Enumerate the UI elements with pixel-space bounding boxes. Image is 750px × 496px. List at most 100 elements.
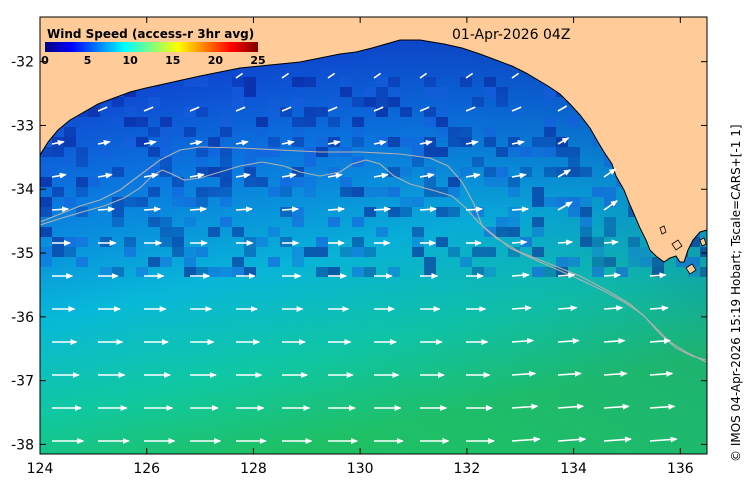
- wind-cell: [64, 127, 76, 137]
- island: [671, 239, 683, 251]
- wind-cell: [304, 247, 316, 257]
- wind-cell: [196, 247, 208, 257]
- wind-cell: [376, 107, 388, 117]
- wind-cell: [340, 247, 352, 257]
- wind-arrow: [649, 272, 667, 279]
- wind-cell: [136, 137, 148, 147]
- wind-arrow: [603, 338, 626, 345]
- wind-cell: [172, 177, 184, 187]
- wind-cell: [400, 197, 412, 207]
- wind-cell: [376, 227, 388, 237]
- wind-cell: [196, 167, 208, 177]
- wind-cell: [124, 197, 136, 207]
- wind-cell: [652, 257, 664, 267]
- wind-cell: [484, 87, 496, 97]
- wind-cell: [160, 127, 172, 137]
- wind-cell: [76, 187, 88, 197]
- wind-cell: [280, 187, 292, 197]
- wind-cell: [328, 97, 340, 107]
- wind-cell: [88, 107, 100, 117]
- wind-arrow: [235, 172, 251, 179]
- wind-cell: [220, 157, 232, 167]
- wind-cell: [160, 257, 172, 267]
- wind-cell: [364, 107, 376, 117]
- wind-cell: [160, 237, 172, 247]
- wind-arrow: [419, 206, 437, 213]
- wind-cell: [340, 187, 352, 197]
- wind-arrow: [235, 72, 244, 79]
- wind-arrow: [511, 436, 541, 443]
- wind-cell: [40, 177, 52, 187]
- wind-arrow: [557, 105, 568, 112]
- wind-cell: [256, 117, 268, 127]
- wind-cell: [304, 177, 316, 187]
- colorbar: [45, 42, 258, 52]
- wind-cell: [184, 197, 196, 207]
- wind-cell: [436, 87, 448, 97]
- wind-cell: [160, 227, 172, 237]
- wind-arrow: [465, 206, 483, 213]
- wind-cell: [388, 187, 400, 197]
- wind-arrow: [511, 403, 539, 410]
- colorbar-tick-label: 25: [250, 54, 265, 67]
- wind-cell: [568, 157, 580, 167]
- wind-cell: [160, 147, 172, 157]
- wind-arrow: [97, 206, 115, 213]
- wind-cell: [604, 257, 616, 267]
- colorbar-tick-label: 0: [41, 54, 49, 67]
- wind-cell: [556, 167, 568, 177]
- islands: [659, 225, 707, 275]
- wind-cell: [232, 267, 244, 277]
- wind-cell: [232, 77, 244, 87]
- wind-cell: [628, 237, 640, 247]
- wind-arrow: [511, 206, 529, 213]
- date-label: 01-Apr-2026 04Z: [452, 27, 570, 43]
- wind-cell: [136, 197, 148, 207]
- wind-cell: [400, 137, 412, 147]
- wind-cell: [208, 147, 220, 157]
- wind-arrow: [603, 403, 630, 410]
- wind-cell: [544, 117, 556, 127]
- wind-arrow: [557, 201, 573, 211]
- colorbar-tick-label: 20: [208, 54, 224, 67]
- wind-cell: [592, 237, 604, 247]
- wind-cell: [316, 107, 328, 117]
- wind-cell: [268, 257, 280, 267]
- wind-cell: [220, 267, 232, 277]
- wind-arrow: [557, 403, 585, 410]
- x-tick-label: 126: [133, 461, 160, 477]
- wind-cell: [400, 107, 412, 117]
- wind-cell: [244, 147, 256, 157]
- wind-cell: [580, 237, 592, 247]
- wind-cell: [484, 267, 496, 277]
- wind-cell: [220, 147, 232, 157]
- wind-cell: [580, 227, 592, 237]
- wind-cell: [40, 257, 52, 267]
- wind-cell: [304, 77, 316, 87]
- wind-cell: [292, 117, 304, 127]
- wind-cell: [580, 167, 592, 177]
- wind-arrow: [557, 305, 578, 312]
- wind-cell: [544, 87, 556, 97]
- wind-cell: [244, 267, 256, 277]
- wind-cell: [208, 187, 220, 197]
- wind-cell: [280, 237, 292, 247]
- wind-arrow: [465, 172, 481, 179]
- wind-cell: [424, 147, 436, 157]
- wind-arrow: [511, 305, 532, 312]
- wind-arrow: [189, 106, 200, 112]
- wind-arrow: [281, 206, 299, 213]
- wind-cell: [496, 217, 508, 227]
- wind-cell: [580, 207, 592, 217]
- wind-arrow: [327, 139, 341, 146]
- wind-cell: [568, 257, 580, 267]
- wind-cell: [544, 197, 556, 207]
- wind-cell: [652, 267, 664, 277]
- wind-cell: [352, 117, 364, 127]
- wind-cell: [496, 147, 508, 157]
- wind-cell: [316, 247, 328, 257]
- wind-cell: [208, 267, 220, 277]
- wind-cell: [484, 167, 496, 177]
- wind-cell: [244, 167, 256, 177]
- wind-cell: [76, 237, 88, 247]
